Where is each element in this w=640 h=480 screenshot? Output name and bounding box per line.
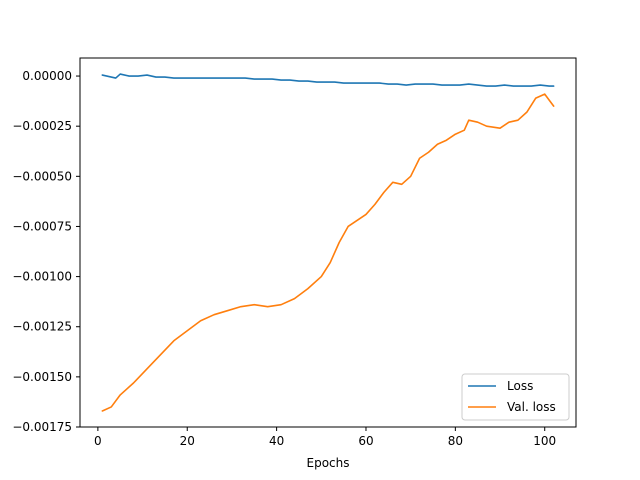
legend-label: Loss: [507, 379, 533, 393]
x-tick-label: 20: [180, 434, 195, 448]
y-axis: 0.00000 −0.00025 −0.00050 −0.00075 −0.00100 −…: [12, 69, 80, 434]
x-axis-label: Epochs: [307, 456, 350, 470]
x-tick-label: 60: [358, 434, 373, 448]
y-tick-label: 0.00000: [22, 69, 72, 83]
series-line-loss: [101, 73, 555, 87]
series-line-val-loss: [101, 93, 555, 412]
x-tick-label: 80: [448, 434, 463, 448]
x-tick-label: 0: [94, 434, 102, 448]
series-layer: [101, 73, 555, 412]
legend-label: Val. loss: [507, 400, 556, 414]
axes-frame: [79, 57, 577, 428]
y-tick-label: −0.00100: [12, 270, 72, 284]
legend: Loss Val. loss: [461, 373, 570, 421]
y-tick-label: −0.00075: [12, 219, 72, 233]
y-tick-label: −0.00150: [12, 370, 72, 384]
x-axis: 0 20 40 60 80 100: [94, 427, 556, 448]
y-tick-label: −0.00025: [12, 119, 72, 133]
x-tick-label: 100: [533, 434, 556, 448]
y-tick-label: −0.00175: [12, 420, 72, 434]
y-tick-label: −0.00125: [12, 320, 72, 334]
y-tick-label: −0.00050: [12, 169, 72, 183]
x-tick-label: 40: [269, 434, 284, 448]
